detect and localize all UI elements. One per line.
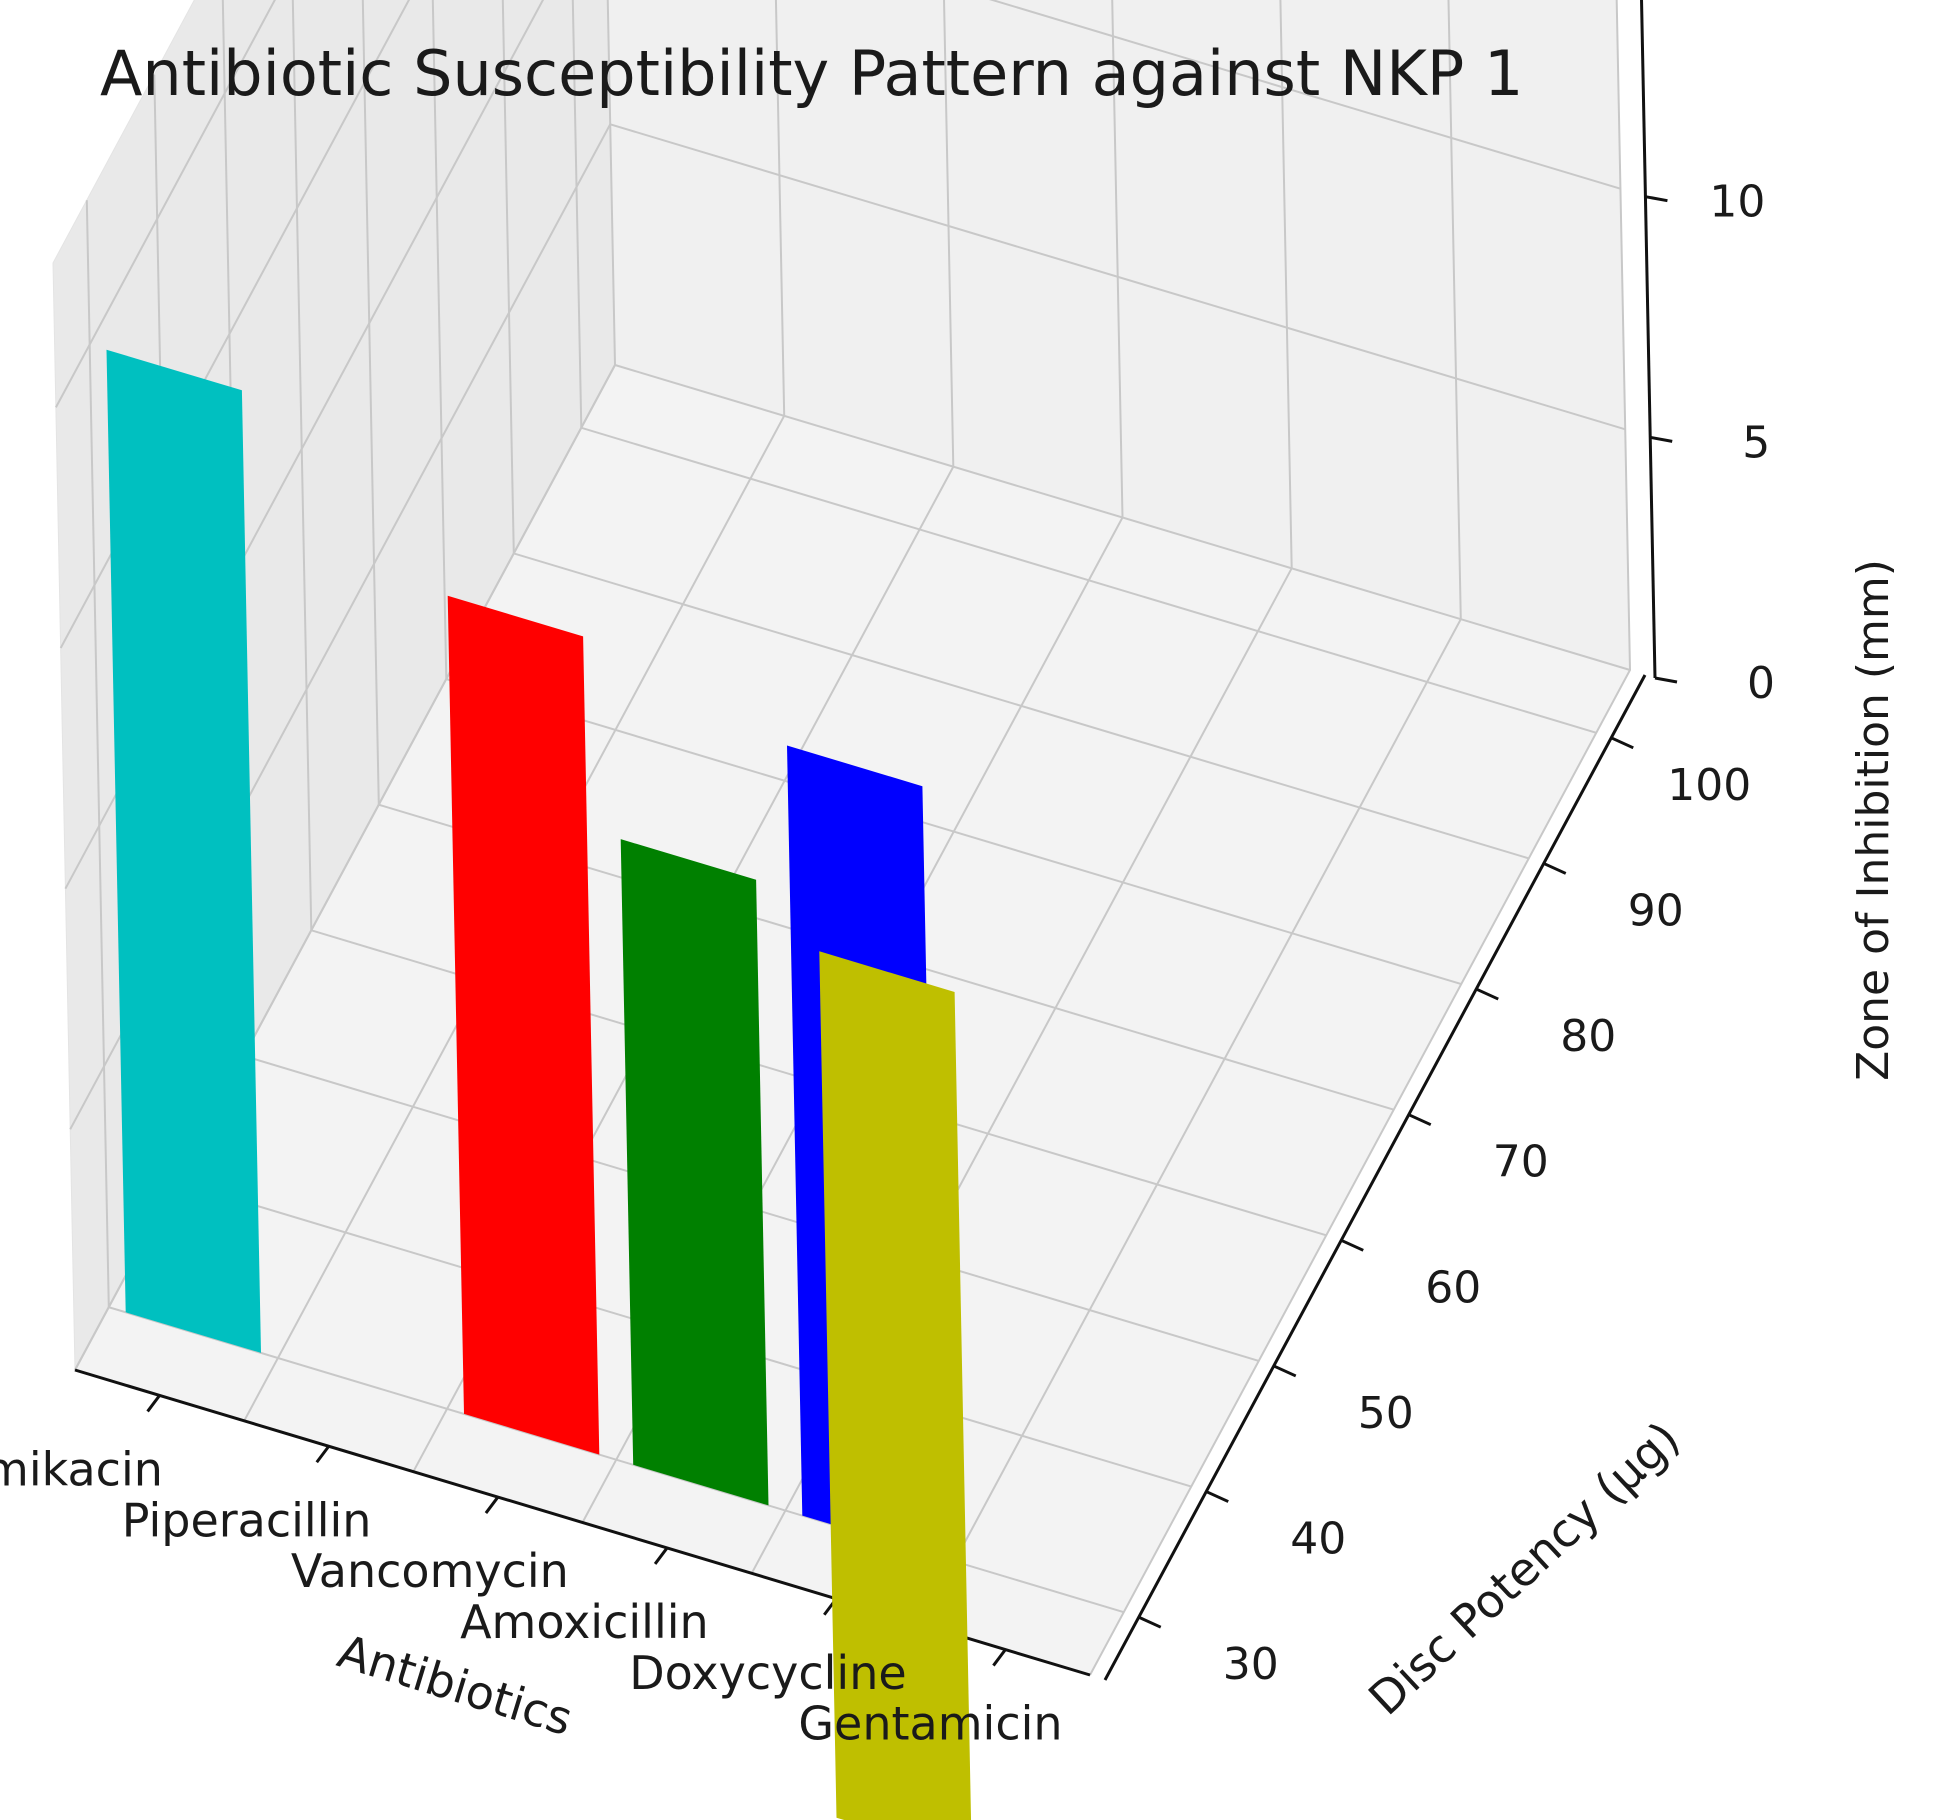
y-tick: [1273, 1364, 1297, 1378]
z-gridline: [55, 0, 276, 408]
y-tick: [1138, 1615, 1162, 1629]
z-tick: [1645, 195, 1668, 203]
y-tick-label: 50: [1358, 1388, 1414, 1439]
x-tick: [146, 1394, 161, 1413]
x-tick-label: Amikacin: [0, 1442, 163, 1496]
y-tick-label: 70: [1493, 1137, 1549, 1188]
y-tick: [1340, 1238, 1364, 1252]
x-tick: [315, 1445, 330, 1464]
bar-vancomycin: [447, 595, 600, 1455]
x-tick-label: Piperacillin: [122, 1493, 372, 1547]
y-tick: [1543, 862, 1567, 875]
z-gridline: [59, 0, 411, 649]
bar-gentamicin: [819, 951, 972, 1820]
y-tick-label: 80: [1560, 1011, 1616, 1062]
y-tick: [1205, 1490, 1229, 1503]
y-tick: [1610, 736, 1634, 750]
z-gridline: [69, 123, 1626, 1130]
x-tick-label: Vancomycin: [291, 1544, 569, 1598]
z-axis-label: Zone of Inhibition (mm): [1848, 559, 1899, 1081]
z-tick-label: 10: [1709, 177, 1765, 228]
x-tick: [484, 1496, 500, 1514]
x-tick-label: Amoxicillin: [460, 1595, 709, 1649]
z-tick: [1654, 676, 1678, 684]
y-tick-label: 100: [1667, 760, 1751, 811]
x-tick: [992, 1648, 1007, 1667]
z-tick-label: 5: [1742, 417, 1770, 468]
chart-title: Antibiotic Susceptibility Pattern agains…: [100, 37, 1523, 110]
y-tick-label: 30: [1223, 1639, 1279, 1690]
x-tick-label: Doxycycline: [629, 1646, 906, 1700]
y-axis-line: [1103, 674, 1647, 1681]
y-tick: [1408, 1113, 1432, 1127]
y-tick-label: 40: [1290, 1514, 1346, 1565]
z-tick-label: 0: [1747, 658, 1775, 709]
z-gridline: [74, 363, 1631, 1371]
x-tick: [653, 1547, 669, 1565]
z-gridline: [64, 0, 1621, 890]
x-tick-label: Gentamicin: [798, 1697, 1062, 1751]
bar-amoxicillin: [620, 839, 769, 1506]
y-tick-label: 90: [1628, 885, 1684, 936]
y-tick: [1475, 987, 1499, 1001]
bar-amikacin: [106, 349, 261, 1353]
z-axis-line: [1640, 0, 1657, 679]
chart-bars: [106, 349, 972, 1820]
chart-axes: [74, 0, 1678, 1681]
y-axis-label: Disc Potency (µg): [1358, 1411, 1690, 1726]
z-tick: [1649, 435, 1673, 443]
chart-labels: Antibiotic Susceptibility Pattern agains…: [0, 37, 1899, 1751]
y-tick-label: 60: [1425, 1262, 1481, 1313]
